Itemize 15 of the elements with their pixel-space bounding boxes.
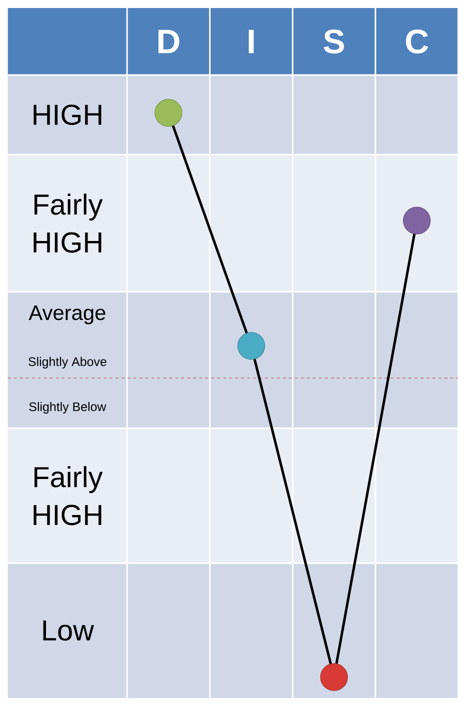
text: Average	[28, 306, 106, 324]
point	[154, 99, 182, 127]
band-label: Fairly HIGH	[34, 194, 103, 253]
x-tick-label: C	[406, 30, 428, 54]
band-label: Fairly HIGH	[34, 466, 103, 526]
text: Slightly Below	[29, 402, 106, 414]
point	[402, 206, 431, 234]
point	[320, 663, 348, 691]
band-label: HIGH	[34, 104, 102, 126]
band-label: Low	[43, 620, 94, 641]
point	[237, 332, 265, 360]
x-tick-label: I	[248, 30, 254, 54]
x-tick-label: S	[324, 30, 344, 54]
x-tick-label: D	[158, 30, 180, 54]
text: Slightly Above	[28, 356, 106, 369]
